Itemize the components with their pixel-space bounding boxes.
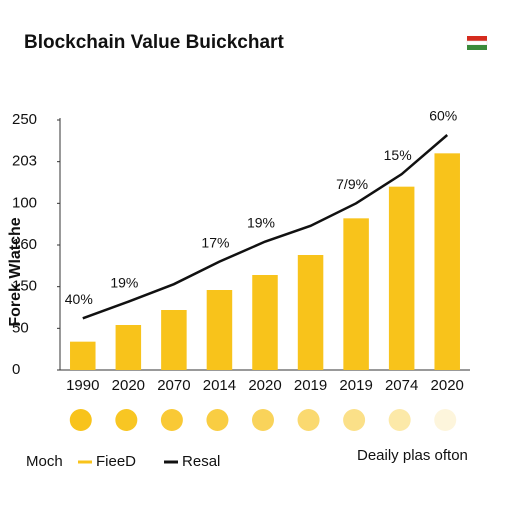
chart-title: Blockchain Value Buickchart xyxy=(24,32,284,53)
bar xyxy=(343,218,369,370)
data-label: 17% xyxy=(201,234,229,250)
bar xyxy=(434,153,460,370)
y-tick-label: 100 xyxy=(12,194,37,211)
bar xyxy=(70,341,96,370)
x-tick-label: 2019 xyxy=(294,377,327,394)
bar xyxy=(206,290,233,370)
bar xyxy=(115,325,142,370)
x-tick-label: 2020 xyxy=(248,377,281,394)
color-dot xyxy=(434,409,457,431)
y-tick-label: 250 xyxy=(12,111,37,128)
color-dot xyxy=(343,409,366,431)
legend-entry: FieeD xyxy=(96,453,136,470)
data-label: 7/9% xyxy=(336,176,368,192)
bar xyxy=(388,186,415,370)
data-label: 19% xyxy=(247,214,275,230)
x-tick-label: 2014 xyxy=(203,377,236,394)
data-label: 40% xyxy=(65,291,93,307)
data-label: 19% xyxy=(110,274,138,290)
y-tick-label: 0 xyxy=(12,361,20,378)
legend-entry: Resal xyxy=(182,453,220,470)
y-tick-label: 50 xyxy=(12,319,29,336)
y-tick-label: 160 xyxy=(12,236,37,253)
color-dot xyxy=(388,409,411,431)
flag-icon xyxy=(466,36,488,50)
line xyxy=(82,134,449,320)
color-dot xyxy=(252,409,274,431)
y-axis-label: Forek Wlatche xyxy=(7,217,24,326)
y-tick-label: 203 xyxy=(12,153,37,170)
x-tick-label: 1990 xyxy=(66,377,99,394)
color-dot xyxy=(115,409,138,431)
bar xyxy=(161,310,187,370)
footnote: Deaily plas ofton xyxy=(357,447,468,464)
x-tick-label: 2020 xyxy=(431,377,464,394)
bar xyxy=(252,275,278,370)
x-tick-label: 2019 xyxy=(339,377,372,394)
legend-label: Moch xyxy=(26,453,63,470)
x-tick-label: 2020 xyxy=(112,377,145,394)
y-tick-label: 150 xyxy=(12,278,37,295)
color-dot xyxy=(206,409,229,431)
color-dot xyxy=(69,409,92,431)
x-tick-label: 2070 xyxy=(157,377,190,394)
data-label: 60% xyxy=(429,108,457,124)
bar xyxy=(297,255,324,370)
x-tick-label: 2074 xyxy=(385,377,418,394)
color-dot xyxy=(297,409,320,431)
data-label: 15% xyxy=(384,147,412,163)
color-dot xyxy=(160,409,183,431)
